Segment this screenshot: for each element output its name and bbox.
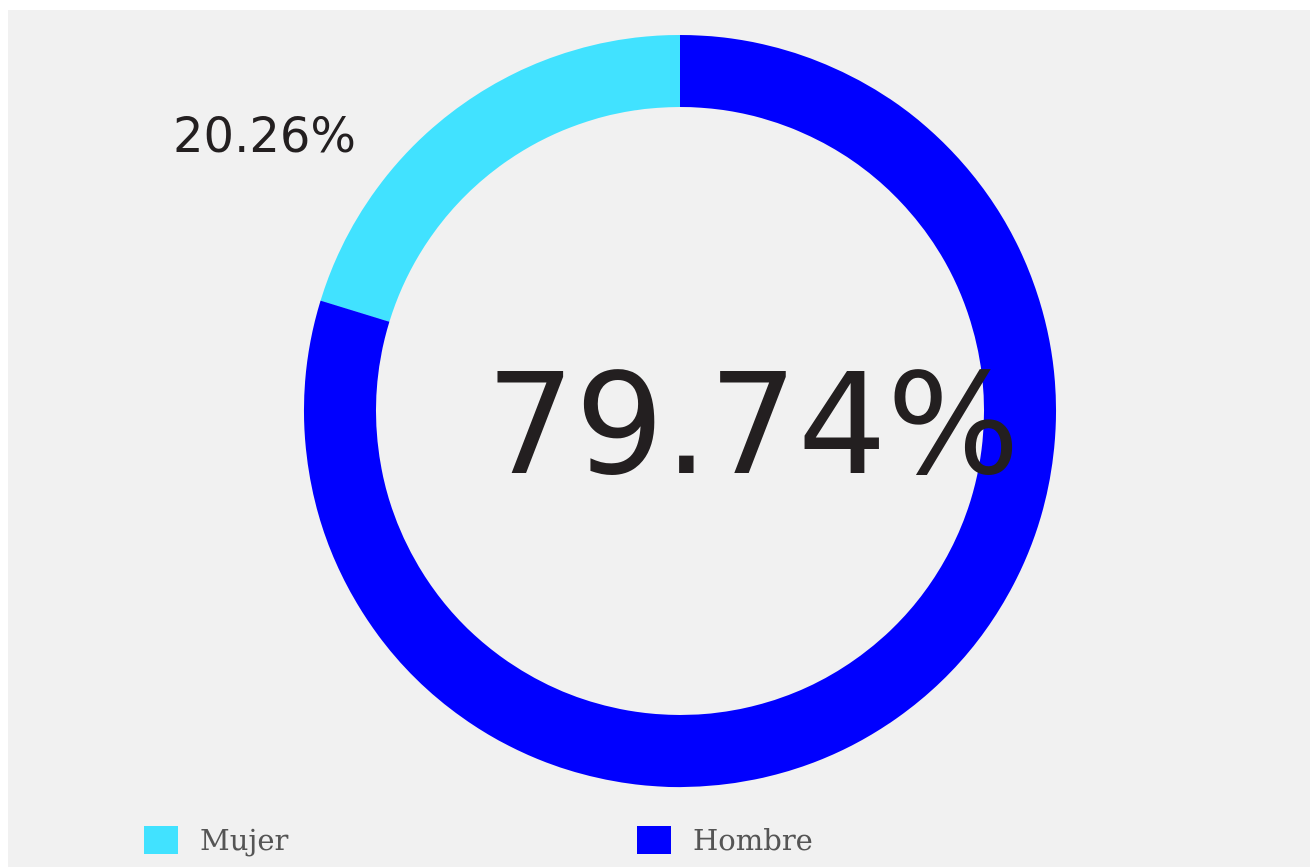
legend-item-mujer: Mujer	[144, 820, 288, 860]
center-value-label: 79.74%	[486, 344, 1020, 507]
legend-swatch-mujer	[144, 826, 178, 854]
legend-label-mujer: Mujer	[200, 823, 289, 857]
legend-item-hombre: Hombre	[637, 820, 813, 860]
legend-label-hombre: Hombre	[693, 823, 813, 857]
legend-swatch-hombre	[637, 826, 671, 854]
donut-slice-hombre	[304, 35, 1056, 787]
donut-slice-mujer	[320, 35, 681, 323]
donut-chart: 20.26% 79.74%	[173, 35, 1056, 787]
chart-panel: 20.26% 79.74% Mujer Hombre	[8, 10, 1310, 867]
slice-value-label-mujer: 20.26%	[173, 108, 356, 164]
